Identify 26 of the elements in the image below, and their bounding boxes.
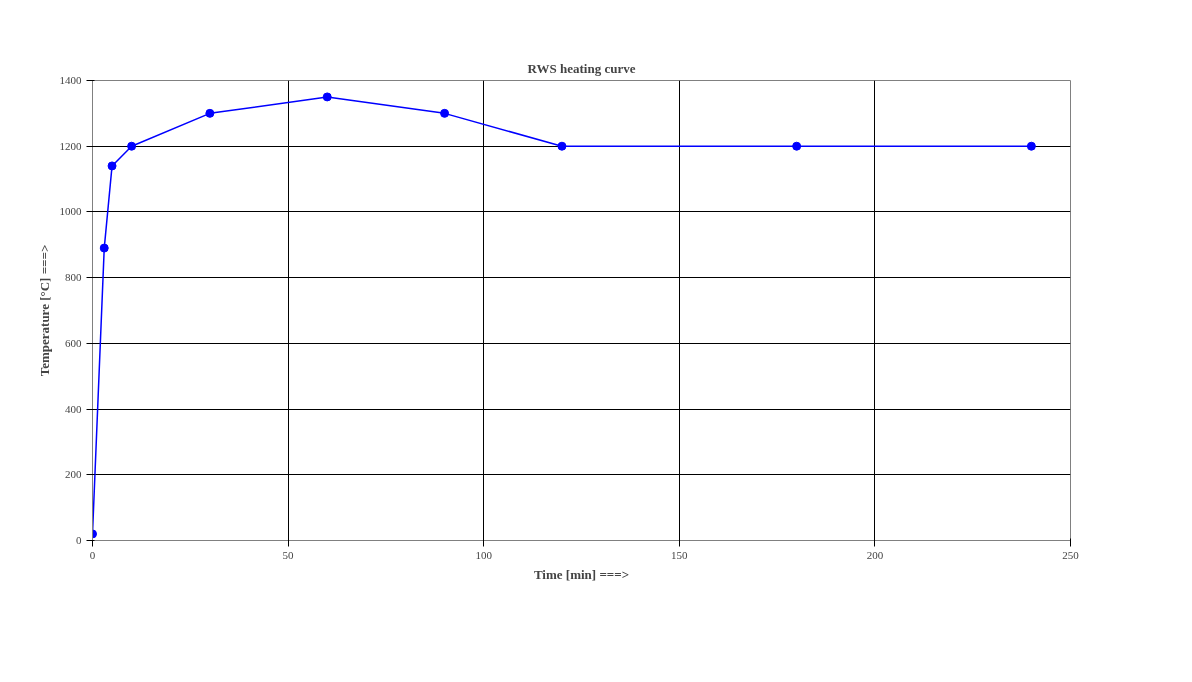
y-tick-label: 1000 bbox=[59, 205, 82, 218]
y-tick-label: 0 bbox=[76, 534, 82, 546]
point bbox=[322, 92, 332, 102]
y-tick-label: 1400 bbox=[59, 74, 82, 86]
y-tick-label: 400 bbox=[65, 402, 82, 415]
point bbox=[792, 141, 802, 151]
y-axis-title: Temperature [°C] ===> bbox=[36, 244, 52, 377]
x-tick-label: 250 bbox=[1062, 548, 1080, 561]
y-tick-label: 800 bbox=[65, 271, 82, 284]
x-tick-label: 0 bbox=[89, 548, 96, 561]
y-tick-label: 1200 bbox=[59, 139, 82, 152]
x-tick-label: 50 bbox=[282, 548, 295, 561]
x-tick-label: 150 bbox=[671, 548, 689, 561]
point bbox=[557, 141, 567, 151]
point bbox=[99, 243, 109, 253]
y-tick-label: 200 bbox=[65, 468, 82, 481]
x-axis-title: Time [min] ===> bbox=[533, 566, 630, 582]
point bbox=[127, 141, 137, 151]
x-tick-label: 200 bbox=[866, 548, 884, 561]
point bbox=[440, 108, 450, 118]
point bbox=[1026, 141, 1036, 151]
point bbox=[205, 108, 215, 118]
point bbox=[107, 161, 117, 171]
y-tick-label: 600 bbox=[65, 336, 82, 349]
chart-title: RWS heating curve bbox=[527, 60, 636, 76]
x-tick-label: 100 bbox=[475, 548, 493, 561]
